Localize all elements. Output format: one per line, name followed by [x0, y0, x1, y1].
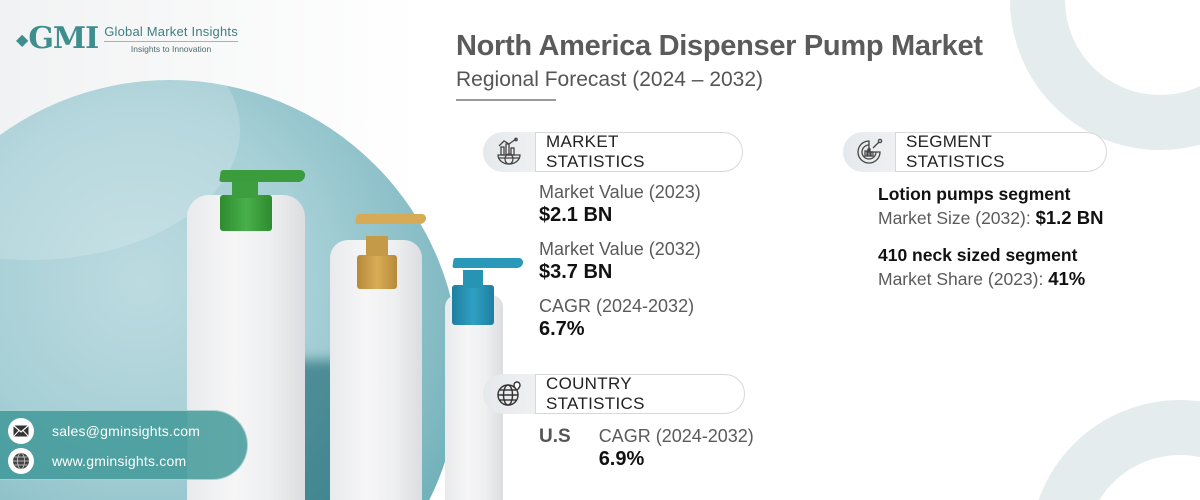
stat-market-value-2023: Market Value (2023) $2.1 BN [539, 182, 701, 226]
envelope-icon [8, 418, 34, 444]
globe-pin-icon [483, 374, 535, 414]
logo-mark: ◆GMI [16, 21, 99, 56]
country-code: U.S [539, 426, 571, 447]
pie-chart-icon [843, 132, 895, 172]
market-statistics-title: MARKET STATISTICS [535, 132, 743, 172]
stat-market-value-2032: Market Value (2032) $3.7 BN [539, 239, 701, 283]
market-statistics-header: MARKET STATISTICS [483, 132, 743, 172]
page-subtitle: Regional Forecast (2024 – 2032) [456, 68, 764, 91]
contact-email[interactable]: sales@gminsights.com [52, 423, 201, 439]
country-cagr-label: CAGR (2024-2032) [598, 426, 754, 446]
contact-website[interactable]: www.gminsights.com [52, 453, 187, 469]
globe-icon [8, 448, 34, 474]
decorative-arc-top [1010, 0, 1200, 150]
stat-cagr: CAGR (2024-2032) 6.7% [539, 296, 695, 340]
page-title: North America Dispenser Pump Market [456, 30, 983, 62]
country-stat-us: U.S CAGR (2024-2032) 6.9% [539, 425, 754, 471]
decorative-arc-bottom [1030, 400, 1200, 500]
contact-email-row[interactable]: sales@gminsights.com [8, 416, 239, 446]
country-statistics-header: COUNTRY STATISTICS [483, 374, 745, 414]
brand-name: Global Market Insights [104, 24, 238, 42]
segment-lotion-pumps: Lotion pumps segment Market Size (2032):… [878, 184, 1104, 228]
globe-chart-icon [483, 132, 535, 172]
market-statistics-list: Market Value (2023) $2.1 BN Market Value… [539, 181, 701, 352]
segment-410-neck: 410 neck sized segment Market Share (202… [878, 245, 1086, 289]
contact-panel: sales@gminsights.com www.gminsights.com [0, 410, 248, 480]
country-statistics-title: COUNTRY STATISTICS [535, 374, 745, 414]
segment-statistics-list: Lotion pumps segment Market Size (2032):… [878, 183, 1103, 305]
segment-statistics-header: SEGMENT STATISTICS [843, 132, 1107, 172]
gmi-logo: ◆GMI Global Market Insights Insights to … [16, 24, 238, 54]
title-divider [456, 99, 556, 101]
segment-statistics-title: SEGMENT STATISTICS [895, 132, 1107, 172]
diamond-icon: ◆ [16, 30, 28, 49]
country-cagr-value: 6.9% [598, 448, 645, 470]
brand-tagline: Insights to Innovation [130, 44, 212, 54]
contact-website-row[interactable]: www.gminsights.com [8, 446, 239, 476]
